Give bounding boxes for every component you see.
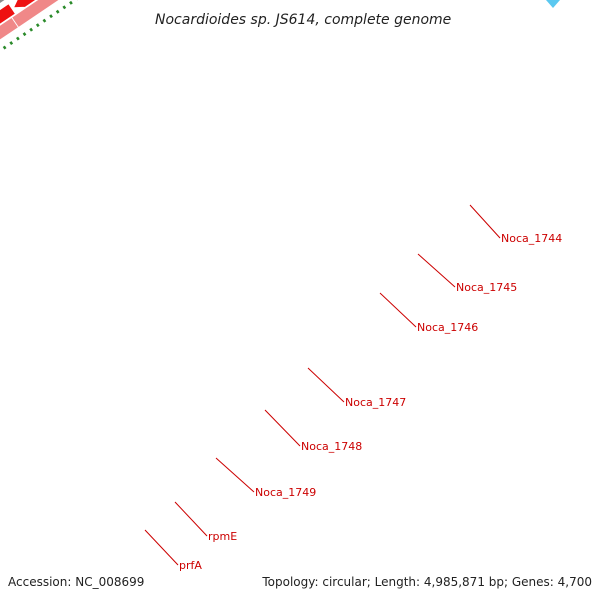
gene-leader-line (307, 367, 345, 403)
gene-leader-line (144, 529, 179, 566)
gene-leader-line (174, 501, 208, 537)
forward-gene-arrow (0, 3, 16, 25)
feature-marker (546, 0, 560, 8)
gene-label: Noca_1744 (501, 232, 562, 245)
gene-leader-line (417, 253, 456, 288)
forward-gene-arrow (12, 0, 37, 9)
topology-stats-text: Topology: circular; Length: 4,985,871 bp… (262, 575, 592, 589)
feature-track (0, 0, 560, 41)
gene-label: Noca_1745 (456, 281, 517, 294)
gene-label: Noca_1749 (255, 486, 316, 499)
gene-label: prfA (179, 559, 202, 572)
genome-title: Nocardioides sp. JS614, complete genome (155, 12, 451, 28)
gene-leader-line (469, 204, 501, 239)
gene-label: Noca_1746 (417, 321, 478, 334)
gene-label: Noca_1748 (301, 440, 362, 453)
gene-leader-line (215, 457, 255, 493)
gene-label: rpmE (208, 530, 237, 543)
gene-label-layer: Noca_1744 Noca_1745 Noca_1746 Noca_1747 Noca… (144, 204, 562, 572)
gene-leader-line (264, 409, 301, 447)
accession-text: Accession: NC_008699 (8, 575, 145, 589)
gene-leader-line (379, 292, 417, 328)
gene-label: Noca_1747 (345, 396, 406, 409)
reverse-gene-block (11, 0, 60, 28)
